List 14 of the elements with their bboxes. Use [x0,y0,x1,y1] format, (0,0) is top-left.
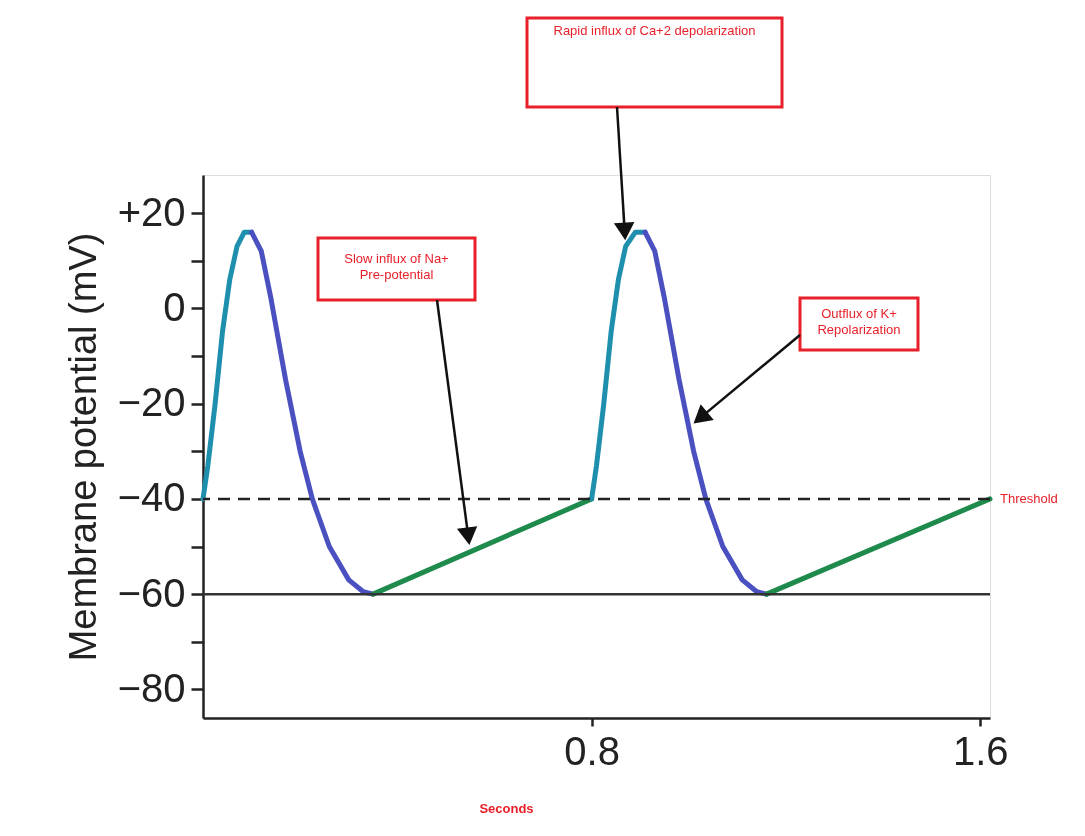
y-tick-label: −60 [117,570,186,615]
text: Rapid influx of Ca+2 depolarization [553,23,756,38]
y-tick-label: −80 [117,665,186,710]
y-axis-title: Membrane potential (mV) [61,232,104,662]
y-tick-label: −20 [117,380,186,425]
x-tick-label: 0.8 [564,728,620,773]
y-tick-label: +20 [117,189,186,234]
ref-line-label: Threshold [1000,490,1058,506]
x-tick-label: 1.6 [952,728,1009,773]
y-tick-label: −40 [117,475,186,520]
y-tick-label: 0 [163,284,186,329]
x-axis-title: Seconds [479,800,534,816]
annotation: Slow influx of Na+ Pre-potential [344,251,449,282]
annotation: Outflux of K+ Repolarization [817,306,901,337]
